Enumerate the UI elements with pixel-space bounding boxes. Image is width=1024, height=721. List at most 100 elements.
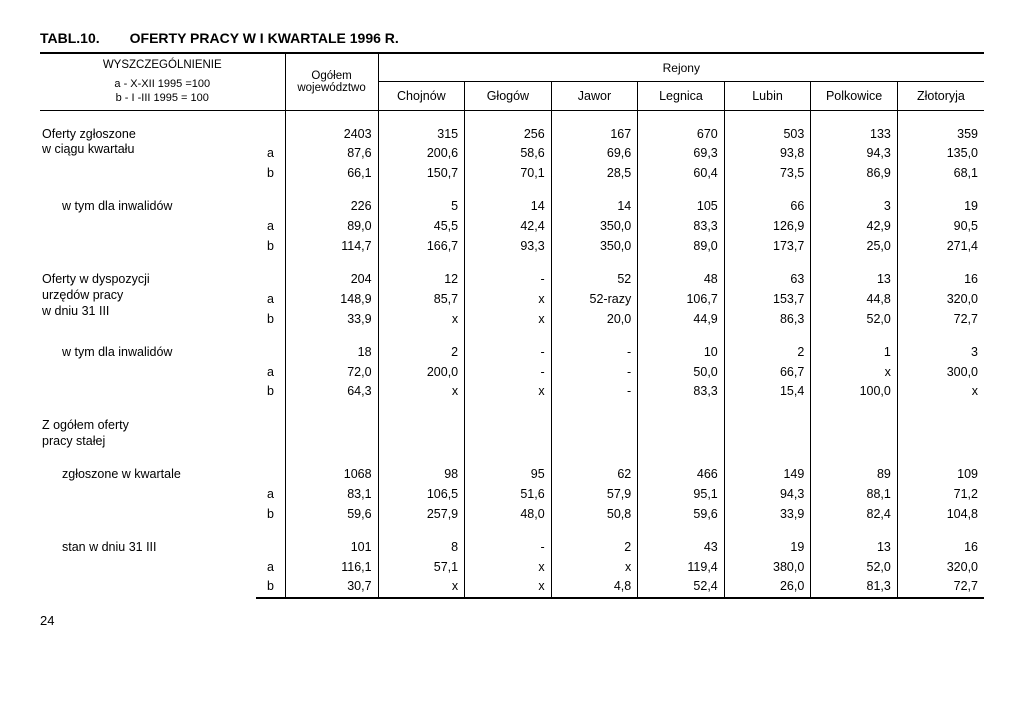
cell: 116,1 [285,558,378,578]
cell: 28,5 [551,164,638,184]
cell [378,416,465,451]
cell: 153,7 [724,290,811,310]
cell: 106,5 [378,485,465,505]
cell: a [256,485,285,505]
cell: x [465,290,552,310]
cell [256,270,285,290]
cell: 98 [378,465,465,485]
cell: 2 [378,343,465,363]
cell: 5 [378,197,465,217]
cell: 90,5 [897,217,984,237]
cell: 48,0 [465,505,552,525]
cell: a [256,558,285,578]
cell: 8 [378,538,465,558]
table-number: TABL.10. [40,30,100,46]
cell: 89,0 [285,217,378,237]
cell: 126,9 [724,217,811,237]
cell: 88,1 [811,485,898,505]
cell: 83,3 [638,382,725,402]
header-note-b: b - I -III 1995 = 100 [46,91,279,105]
header-ogolem: Ogółem województwo [285,53,378,110]
cell: 86,9 [811,164,898,184]
cell: x [378,310,465,330]
cell: 200,6 [378,144,465,164]
cell: 66,1 [285,164,378,184]
cell: 503 [724,125,811,145]
cell: 359 [897,125,984,145]
cell: 204 [285,270,378,290]
cell: 52 [551,270,638,290]
cell: 104,8 [897,505,984,525]
cell: 19 [724,538,811,558]
cell: 44,8 [811,290,898,310]
cell: 19 [897,197,984,217]
cell: 66 [724,197,811,217]
col-jawor: Jawor [551,82,638,110]
cell: 93,3 [465,237,552,257]
cell: 226 [285,197,378,217]
cell: 4,8 [551,577,638,598]
cell: 670 [638,125,725,145]
cell: 87,6 [285,144,378,164]
cell: 82,4 [811,505,898,525]
cell [256,416,285,451]
cell: 15,4 [724,382,811,402]
cell: 86,3 [724,310,811,330]
cell: 149 [724,465,811,485]
cell: 69,6 [551,144,638,164]
cell: 257,9 [378,505,465,525]
col-legnica: Legnica [638,82,725,110]
cell: 81,3 [811,577,898,598]
cell: 50,0 [638,363,725,383]
cell: 14 [551,197,638,217]
cell: 57,9 [551,485,638,505]
cell: 200,0 [378,363,465,383]
cell: 52,0 [811,558,898,578]
cell: 57,1 [378,558,465,578]
cell: 135,0 [897,144,984,164]
cell: x [378,382,465,402]
cell: 83,3 [638,217,725,237]
cell: 100,0 [811,382,898,402]
cell [551,416,638,451]
cell: 380,0 [724,558,811,578]
cell: x [378,577,465,598]
cell: 48 [638,270,725,290]
page-number: 24 [40,613,984,628]
cell: x [465,310,552,330]
cell [256,465,285,485]
cell: 43 [638,538,725,558]
cell: 114,7 [285,237,378,257]
cell: 13 [811,538,898,558]
cell [811,416,898,451]
cell [638,416,725,451]
cell: 3 [897,343,984,363]
cell [256,197,285,217]
cell: 105 [638,197,725,217]
cell: 95,1 [638,485,725,505]
cell: a [256,290,285,310]
cell: 58,6 [465,144,552,164]
cell: 94,3 [811,144,898,164]
cell [256,538,285,558]
cell: 72,7 [897,310,984,330]
cell: 256 [465,125,552,145]
cell: 60,4 [638,164,725,184]
cell: 16 [897,270,984,290]
cell: 73,5 [724,164,811,184]
cell: - [465,363,552,383]
cell: - [465,538,552,558]
cell: 93,8 [724,144,811,164]
cell: 26,0 [724,577,811,598]
col-chojnow: Chojnów [378,82,465,110]
cell: 66,7 [724,363,811,383]
header-rejony: Rejony [378,53,984,82]
cell: 52,0 [811,310,898,330]
cell: 466 [638,465,725,485]
cell: 44,9 [638,310,725,330]
row-label: w tym dla inwalidów [40,197,256,256]
col-polkowice: Polkowice [811,82,898,110]
col-glogow: Głogów [465,82,552,110]
cell: 150,7 [378,164,465,184]
cell: 51,6 [465,485,552,505]
